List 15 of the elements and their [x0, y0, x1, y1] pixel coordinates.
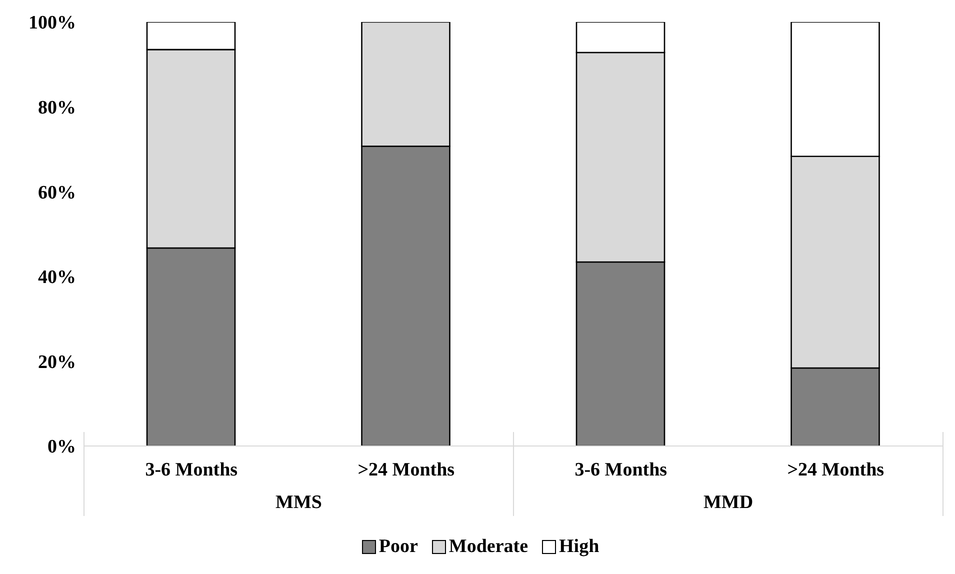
x-tick-label: 3-6 Months	[145, 459, 238, 480]
y-tick-label: 60%	[38, 182, 76, 204]
x-tick-label: >24 Months	[787, 459, 884, 480]
legend-label: High	[559, 536, 600, 558]
x-tick-label: 3-6 Months	[574, 459, 668, 480]
y-tick-label: 100%	[28, 12, 76, 34]
text: MMS	[276, 492, 322, 513]
legend-label: Moderate	[448, 536, 528, 558]
text: MMD	[703, 492, 754, 513]
y-tick-label: 80%	[38, 98, 76, 119]
x-tick-label: >24 Months	[358, 459, 455, 480]
legend-label: Poor	[378, 536, 418, 558]
y-tick-label: 0%	[48, 436, 76, 458]
y-tick-label: 40%	[38, 267, 76, 288]
y-tick-label: 20%	[38, 352, 76, 373]
